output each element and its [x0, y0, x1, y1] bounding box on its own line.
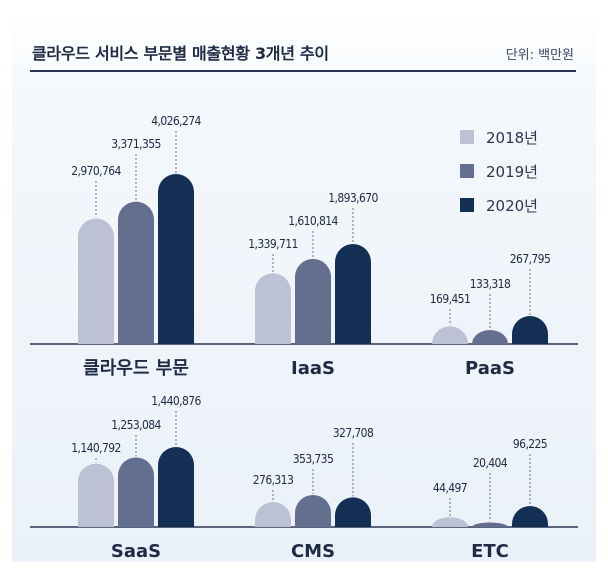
legend-item-2020: 2020년	[460, 188, 538, 222]
legend: 2018년 2019년 2020년	[460, 120, 538, 222]
bar-4-1	[78, 463, 114, 527]
value-label-5-1: 276,313	[253, 473, 293, 487]
value-label-2-2: 1,610,814	[288, 214, 338, 228]
group-label-3: PaaS	[465, 358, 515, 379]
unit-label: 단위: 백만원	[505, 48, 574, 63]
value-label-1-3: 4,026,274	[151, 114, 201, 128]
bar-1-1	[78, 218, 114, 344]
bar-3-1	[432, 326, 468, 344]
group-label-6: ETC	[471, 541, 509, 562]
title-divider	[30, 70, 576, 72]
group-label-2: IaaS	[291, 358, 335, 379]
bar-5-2	[295, 495, 331, 527]
value-label-6-2: 20,404	[473, 456, 508, 470]
bar-5-3	[335, 497, 371, 527]
value-label-4-3: 1,440,876	[151, 394, 201, 408]
bar-3-2	[472, 330, 508, 344]
value-label-5-3: 327,708	[333, 426, 374, 440]
legend-swatch-2020	[460, 198, 474, 212]
bar-3-3	[512, 316, 548, 344]
value-label-3-2: 133,318	[470, 277, 511, 291]
group-label-4: SaaS	[111, 541, 161, 562]
value-label-1-1: 2,970,764	[71, 164, 121, 178]
legend-item-2019: 2019년	[460, 154, 538, 188]
value-label-5-2: 353,735	[293, 452, 333, 466]
bar-4-2	[118, 457, 154, 527]
bar-1-3	[158, 174, 194, 344]
legend-item-2018: 2018년	[460, 120, 538, 154]
bar-6-1	[432, 517, 468, 527]
value-label-3-3: 267,795	[510, 252, 550, 266]
legend-swatch-2019	[460, 164, 474, 178]
bar-5-1	[255, 502, 291, 527]
group-label-5: CMS	[291, 541, 335, 562]
value-label-2-3: 1,893,670	[328, 191, 378, 205]
bar-2-3	[335, 244, 371, 344]
value-label-4-1: 1,140,792	[71, 441, 121, 455]
value-label-1-2: 3,371,355	[111, 137, 161, 151]
bar-4-3	[158, 447, 194, 527]
chart-title: 클라우드 서비스 부문별 매출현황 3개년 추이	[32, 44, 329, 63]
bar-2-1	[255, 273, 291, 344]
value-label-2-1: 1,339,711	[248, 237, 298, 251]
bar-6-2	[472, 522, 508, 527]
group-label-1: 클라우드 부문	[83, 358, 189, 379]
legend-swatch-2018	[460, 130, 474, 144]
legend-label-2020: 2020년	[486, 196, 538, 215]
bar-6-3	[512, 506, 548, 527]
value-label-6-3: 96,225	[513, 437, 547, 451]
value-label-6-1: 44,497	[433, 481, 467, 495]
legend-label-2018: 2018년	[486, 128, 538, 147]
value-label-3-1: 169,451	[430, 292, 470, 306]
bar-1-2	[118, 201, 154, 344]
bar-2-2	[295, 258, 331, 344]
legend-label-2019: 2019년	[486, 162, 538, 181]
value-label-4-2: 1,253,084	[111, 418, 161, 432]
